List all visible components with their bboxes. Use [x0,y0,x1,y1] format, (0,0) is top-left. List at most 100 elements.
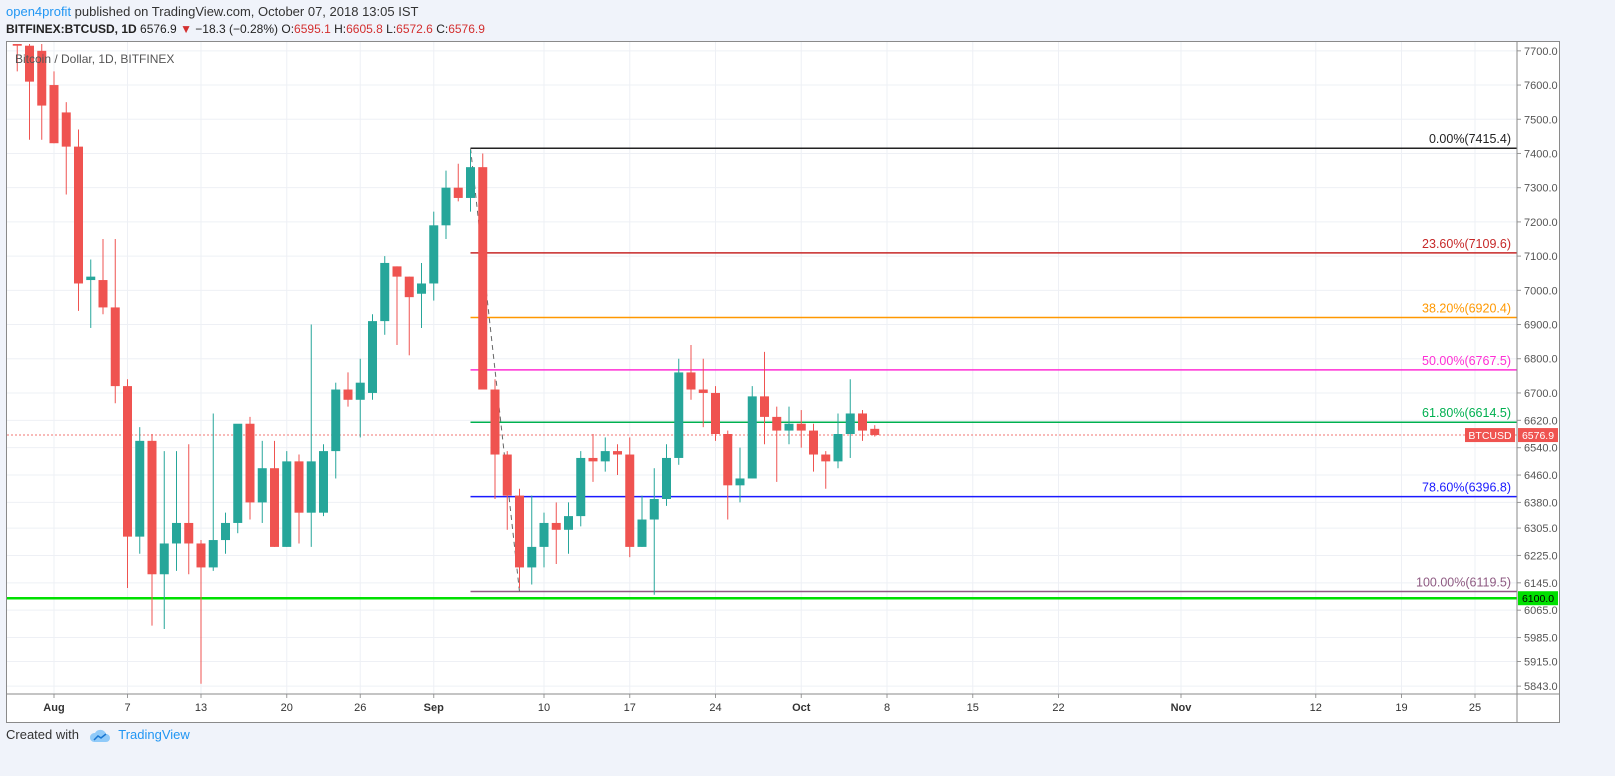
x-tick-label: Sep [424,702,444,714]
candle [576,451,586,527]
candle-body [564,516,573,530]
candle-body [110,307,120,387]
created-with-text: Created with [6,727,79,742]
candle-body [380,262,390,322]
x-tick-label: 25 [1469,702,1481,714]
candle [355,358,365,438]
candle-body [870,428,880,436]
candle-body [772,416,782,431]
open-label: O: [281,22,295,36]
fib-level-label: 23.60%(7109.6) [1422,237,1511,251]
candle-body [539,522,549,547]
symbol-tag [1465,428,1515,443]
candle-body [270,468,279,547]
candle-body [417,283,426,294]
symbol-quote-line: BITFINEX:BTCUSD, 1D 6576.9 ▼ −18.3 (−0.2… [6,22,485,36]
candle-body [196,543,206,568]
candle-body [662,457,671,499]
candle [662,444,671,506]
candle [453,163,463,202]
candle [147,434,157,626]
candle [343,372,353,407]
x-tick-label: 26 [354,702,366,714]
fibonacci-retracement[interactable]: 0.00%(7415.4) 23.60%(7109.6) 38.20%(6920.4… [470,132,1518,593]
candle [37,44,47,140]
candle-body [833,434,843,462]
candle [221,512,230,554]
candle-body [331,389,341,452]
candle-body [576,457,586,517]
candle [564,502,573,554]
x-tick-label: 20 [281,702,293,714]
x-tick-label: 15 [967,702,979,714]
author-link[interactable]: open4profit [6,4,72,19]
candle [478,153,488,390]
candle [282,451,292,547]
y-tick-label: 6225.0 [1524,550,1558,562]
low-label: L: [386,22,397,36]
candle-body [809,430,818,455]
candle-body [319,451,328,513]
close-value: 6576.9 [448,22,485,36]
y-tick-label: 5843.0 [1524,681,1558,693]
candle [196,540,206,684]
candle-body [760,396,769,417]
candle [441,170,451,239]
candle-body [858,413,867,431]
candle-body [404,276,414,298]
candle-body [711,392,720,434]
candle [686,345,696,400]
close-label: C: [436,22,449,36]
fib-level-label: 100.00%(6119.5) [1416,576,1511,590]
y-tick-label: 7300.0 [1524,183,1558,195]
x-tick-label: 7 [124,702,130,714]
candle [331,382,341,479]
candle-body [527,546,537,568]
candle-body [49,85,59,144]
x-tick-label: Oct [792,702,811,714]
candle [870,425,880,437]
candle-body [625,454,635,547]
support-price-tag [1518,591,1558,606]
high-label: H: [334,22,347,36]
axes: 7700.07600.07500.07400.07300.07200.07100… [7,42,1559,722]
last-price-label: 6576.9 [1522,430,1554,442]
y-tick-label: 6460.0 [1524,470,1558,482]
candle [135,427,145,554]
candle-body [294,461,304,513]
y-tick-label: 6700.0 [1524,388,1558,400]
candle [490,379,500,499]
candle-body [551,522,561,530]
candle-body [306,461,316,513]
price-chart[interactable]: 0.00%(7415.4) 23.60%(7109.6) 38.20%(6920.4… [7,42,1559,722]
y-tick-label: 6620.0 [1524,415,1558,427]
fib-level-label: 38.20%(6920.4) [1422,302,1511,316]
candle [306,324,316,547]
candle [527,495,537,585]
candle [270,440,279,547]
candle [796,410,806,448]
candle [613,444,622,476]
tradingview-brand-link[interactable]: TradingView [118,727,190,742]
candle-body [257,468,267,503]
candle-body [159,543,169,575]
y-tick-label: 6900.0 [1524,320,1558,332]
candle [172,451,181,571]
candle-body [135,440,145,537]
candle-body [600,451,610,462]
candle [711,386,720,441]
candle [747,386,757,479]
candle [184,444,194,575]
publish-text: published on TradingView.com, October 07… [71,4,419,19]
candle-body [588,457,598,462]
x-tick-label: 8 [884,702,890,714]
candle [404,276,414,356]
open-value: 6595.1 [294,22,331,36]
chart-frame[interactable]: 0.00%(7415.4) 23.60%(7109.6) 38.20%(6920.4… [6,41,1560,723]
candle-body [796,423,806,431]
candle [649,468,659,595]
footer: Created with TradingView [6,727,190,747]
candle [698,358,708,428]
candle [845,379,855,458]
tradingview-cloud-icon[interactable] [89,729,111,743]
